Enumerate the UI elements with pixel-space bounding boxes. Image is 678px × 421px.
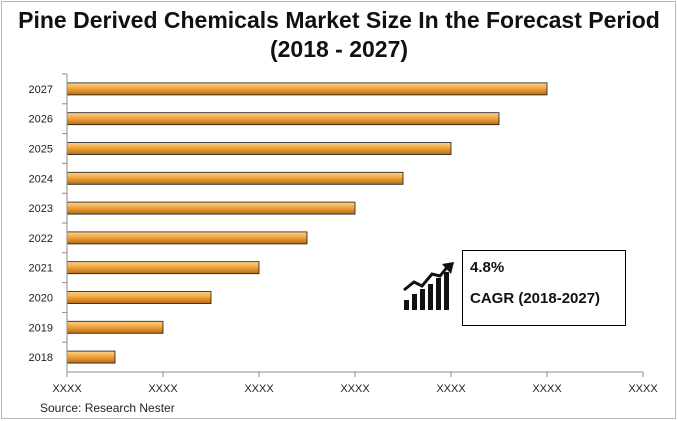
bar-2026 bbox=[66, 112, 500, 126]
x-tick-label-2: XXXX bbox=[244, 383, 274, 395]
y-tick-label-2019: 2019 bbox=[29, 322, 53, 334]
bar-2025 bbox=[66, 142, 452, 155]
chart-title-line-1: Pine Derived Chemicals Market Size In th… bbox=[18, 7, 660, 33]
y-tick-label-2022: 2022 bbox=[29, 233, 53, 245]
source-note: Source: Research Nester bbox=[40, 401, 175, 415]
bar-2018 bbox=[66, 350, 116, 364]
x-tick-label-3: XXXX bbox=[340, 383, 370, 395]
x-tick-label-6: XXXX bbox=[628, 383, 658, 395]
bar-2024 bbox=[66, 171, 404, 185]
bar-2021 bbox=[66, 261, 260, 275]
y-tick-label-2024: 2024 bbox=[29, 173, 53, 185]
bar-2020 bbox=[66, 291, 212, 304]
bar-2022 bbox=[66, 231, 308, 245]
cagr-label: CAGR (2018-2027) bbox=[470, 290, 601, 307]
cagr-box bbox=[462, 250, 626, 326]
y-tick-label-2027: 2027 bbox=[29, 84, 53, 96]
bar-2027 bbox=[66, 82, 548, 96]
y-tick-label-2023: 2023 bbox=[29, 203, 53, 215]
y-tick-label-2018: 2018 bbox=[29, 352, 53, 364]
x-tick-label-5: XXXX bbox=[532, 383, 562, 395]
x-tick-label-1: XXXX bbox=[148, 383, 178, 395]
y-tick-label-2025: 2025 bbox=[29, 144, 53, 156]
y-tick-label-2026: 2026 bbox=[29, 114, 53, 126]
bar-2019 bbox=[66, 320, 164, 334]
bar-2023 bbox=[66, 201, 356, 215]
x-tick-label-4: XXXX bbox=[436, 383, 466, 395]
growth-chart-icon bbox=[403, 262, 454, 310]
x-tick-label-0: XXXX bbox=[52, 383, 82, 395]
y-tick-label-2020: 2020 bbox=[29, 293, 53, 305]
chart-title-line-2: (2018 - 2027) bbox=[269, 36, 409, 62]
y-tick-label-2021: 2021 bbox=[29, 263, 53, 275]
cagr-value: 4.8% bbox=[470, 259, 505, 276]
